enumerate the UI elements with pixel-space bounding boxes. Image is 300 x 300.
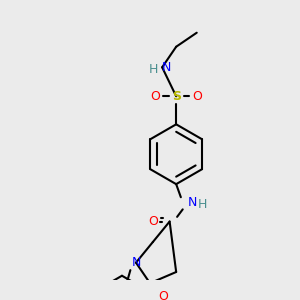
Text: O: O — [148, 215, 158, 228]
Text: O: O — [192, 90, 202, 103]
Text: H: H — [149, 63, 158, 76]
Text: H: H — [198, 198, 207, 211]
Text: S: S — [172, 90, 181, 103]
Text: N: N — [162, 61, 172, 74]
Text: O: O — [151, 90, 160, 103]
Text: N: N — [131, 256, 141, 269]
Text: O: O — [158, 290, 168, 300]
Text: N: N — [188, 196, 197, 209]
